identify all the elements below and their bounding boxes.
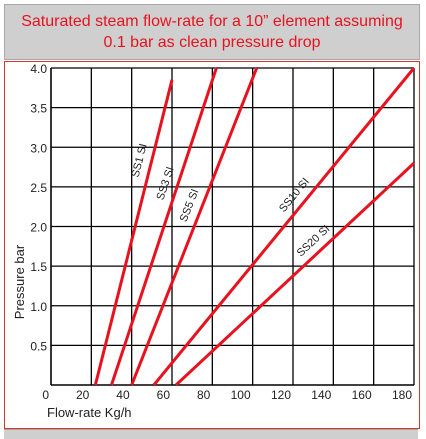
- x-tick-label: 80: [197, 388, 211, 402]
- x-tick-label: 20: [76, 388, 90, 402]
- y-tick-label: 0.5: [30, 339, 47, 353]
- series-label: SS1 SI: [130, 143, 150, 179]
- chart-title-line-2: 0.1 bar as clean pressure drop: [103, 34, 321, 51]
- y-tick-label: 3.5: [30, 102, 47, 116]
- chart-title-line-1: Saturated steam flow-rate for a 10” elem…: [21, 13, 403, 30]
- y-tick-label: 1.5: [30, 260, 47, 274]
- series-line: [175, 162, 416, 387]
- y-tick-label: 1.0: [30, 300, 47, 314]
- grid: [50, 67, 415, 386]
- series-line: [130, 67, 259, 386]
- x-tick-label: 180: [392, 388, 412, 402]
- x-tick-label: 160: [352, 388, 372, 402]
- series-lines: [93, 67, 416, 387]
- y-tick-label: 4.0: [30, 62, 47, 76]
- x-tick-label: 60: [157, 388, 171, 402]
- y-tick-label: 2.0: [30, 221, 47, 235]
- series-line: [93, 79, 174, 386]
- tick-labels: 0 20 40 60 80 100 120 140 160 180 0.5 1.0 1.5 2.0 2.5 3…: [30, 62, 412, 402]
- x-tick-label: 140: [311, 388, 331, 402]
- series-line: [110, 67, 218, 386]
- y-tick-label: 3.0: [30, 141, 47, 155]
- x-tick-label: 0: [42, 388, 49, 402]
- series-label: SS10 SI: [277, 176, 312, 215]
- y-axis-label: Pressure bar: [12, 244, 27, 319]
- x-tick-label: 100: [231, 388, 251, 402]
- x-axis-label: Flow-rate Kg/h: [47, 405, 132, 420]
- y-tick-label: 2.5: [30, 181, 47, 195]
- series-line: [152, 67, 416, 386]
- chart-frame: SS1 SI SS3 SI SS5 SI SS10 SI SS20 SI 0 20 40 60…: [4, 61, 420, 429]
- bottom-band: [4, 429, 418, 439]
- x-tick-label: 40: [116, 388, 130, 402]
- x-tick-label: 120: [271, 388, 291, 402]
- chart-title-box: Saturated steam flow-rate for a 10” elem…: [4, 4, 420, 60]
- series-label: SS20 SI: [295, 223, 333, 259]
